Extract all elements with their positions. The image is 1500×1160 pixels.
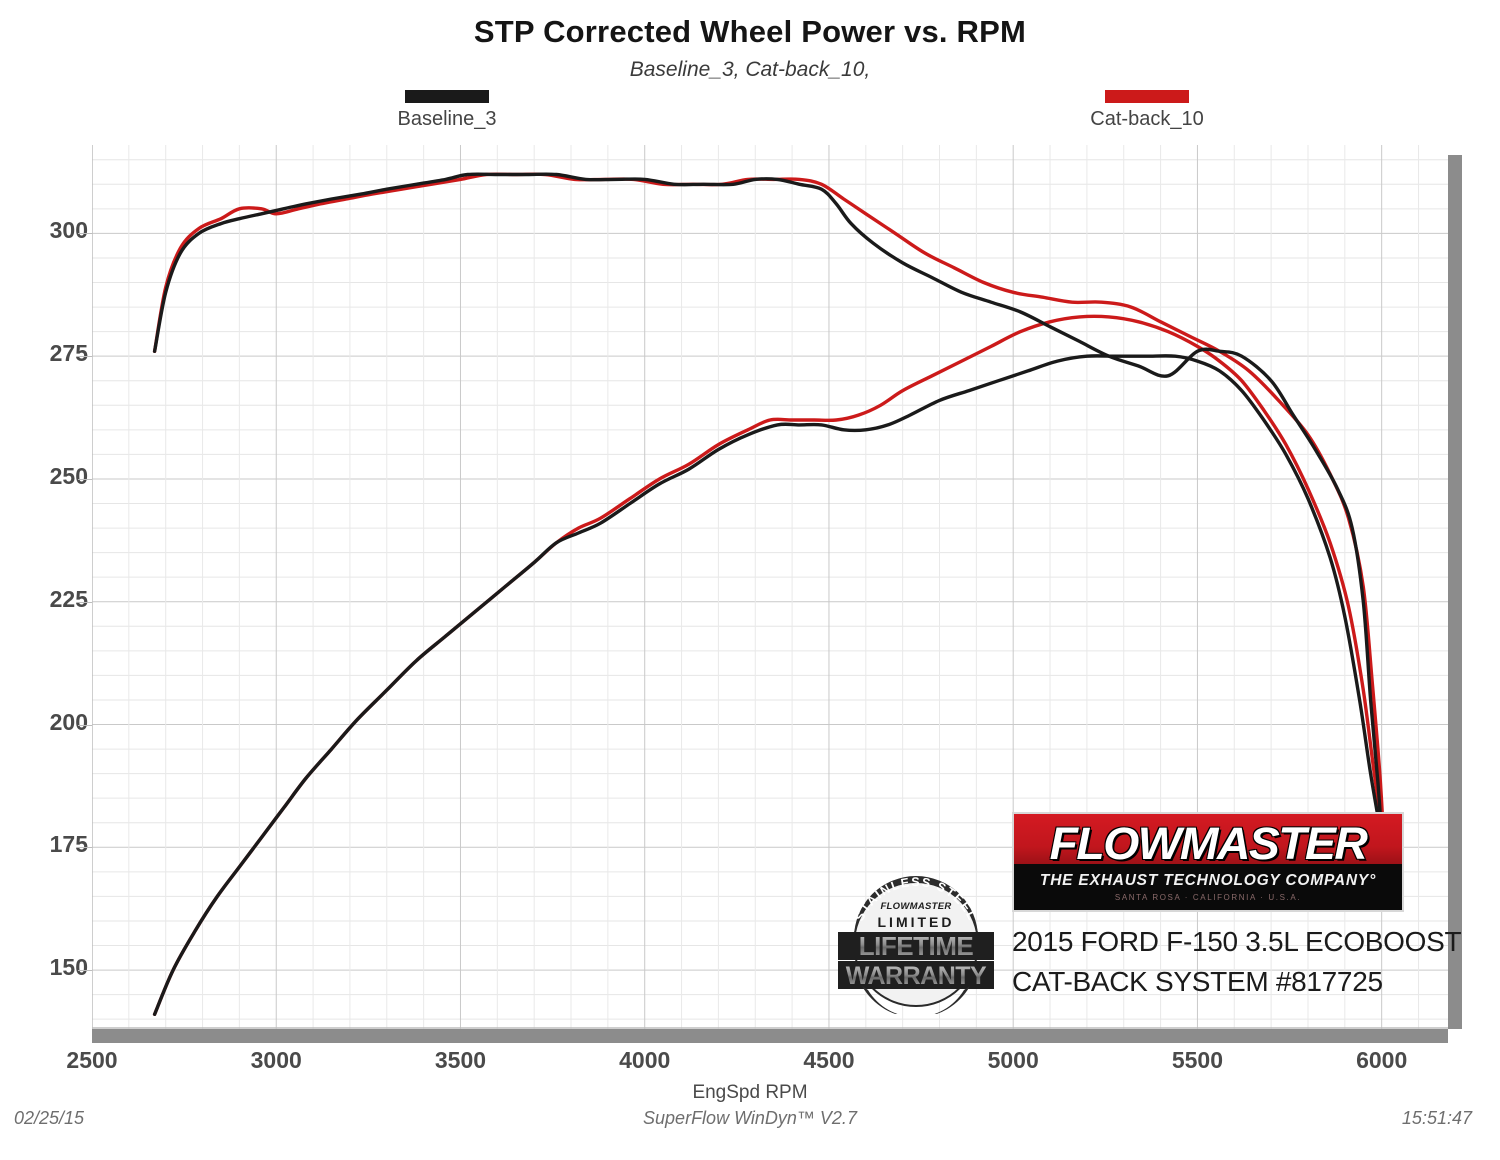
vehicle-description: 2015 FORD F-150 3.5L ECOBOOST	[1012, 926, 1462, 957]
y-axis-tick-200: 200	[49, 708, 88, 735]
x-axis-tick-2500: 2500	[66, 1047, 118, 1073]
y-axis-tick-250: 250	[49, 462, 88, 489]
x-axis-label: EngSpd RPM	[692, 1082, 808, 1103]
right-scrollbar[interactable]	[1448, 155, 1462, 1029]
legend-item-baseline[interactable]: Baseline_3	[352, 90, 542, 131]
flowmaster-logo: FLOWMASTER THE EXHAUST TECHNOLOGY COMPAN…	[1012, 812, 1404, 912]
x-axis-tick-4000: 4000	[619, 1047, 671, 1073]
flowmaster-city: SANTA ROSA · CALIFORNIA · U.S.A.	[1114, 893, 1302, 902]
legend-label-baseline: Baseline_3	[397, 108, 497, 130]
y-axis-tick-mark	[78, 601, 92, 603]
warranty-badge-icon: STAINLESS STEEL FLOWMASTER LIMITED LIFET…	[838, 875, 994, 1018]
curves-layer	[152, 172, 1386, 1016]
footer-time: 15:51:47	[1401, 1108, 1472, 1128]
bottom-scrollbar[interactable]	[92, 1029, 1448, 1043]
legend-swatch-baseline	[405, 90, 489, 103]
flowmaster-wordmark: FLOWMASTER	[1049, 818, 1368, 869]
legend-swatch-catback	[1105, 90, 1189, 103]
y-axis-tick-mark	[78, 356, 92, 358]
y-axis-tick-mark	[78, 233, 92, 235]
footer-date: 02/25/15	[14, 1108, 85, 1128]
y-axis-tick-mark	[78, 847, 92, 849]
y-axis-tick-150: 150	[49, 954, 88, 981]
x-axis-tick-4500: 4500	[803, 1047, 855, 1073]
y-axis-tick-mark	[78, 724, 92, 726]
flowmaster-branding-block: FLOWMASTER THE EXHAUST TECHNOLOGY COMPAN…	[1012, 812, 1462, 998]
y-axis-tick-300: 300	[49, 217, 88, 244]
chart-title: STP Corrected Wheel Power vs. RPM	[473, 14, 1027, 49]
y-axis-tick-225: 225	[49, 585, 88, 612]
chart-subtitle: Baseline_3, Cat-back_10,	[629, 58, 871, 81]
svg-text:LIMITED: LIMITED	[878, 914, 955, 930]
x-axis-tick-5000: 5000	[987, 1047, 1039, 1073]
footer-software: SuperFlow WinDyn™ V2.7	[643, 1108, 857, 1128]
y-axis-tick-175: 175	[49, 831, 88, 858]
flowmaster-tagline: THE EXHAUST TECHNOLOGY COMPANY°	[1039, 872, 1377, 889]
legend-item-catback[interactable]: Cat-back_10	[1052, 90, 1242, 131]
y-axis-tick-mark	[78, 970, 92, 972]
svg-text:FLOWMASTER: FLOWMASTER	[880, 901, 951, 912]
x-axis-tick-3500: 3500	[434, 1047, 487, 1073]
svg-text:LIFETIME: LIFETIME	[859, 931, 974, 961]
y-axis-tick-275: 275	[49, 340, 88, 367]
lifetime-warranty-badge: STAINLESS STEEL FLOWMASTER LIMITED LIFET…	[836, 862, 996, 1018]
plot-wrapper	[92, 145, 1448, 1029]
grid-lines	[92, 145, 1448, 1029]
plot-area	[92, 145, 1448, 1029]
series-line	[152, 354, 1384, 1016]
x-axis-tick-3000: 3000	[250, 1047, 302, 1073]
logo-black-band	[1014, 863, 1402, 910]
series-line	[152, 172, 1384, 840]
legend-label-catback: Cat-back_10	[1090, 108, 1204, 130]
svg-text:WARRANTY: WARRANTY	[846, 962, 987, 990]
y-axis-tick-mark	[78, 478, 92, 480]
x-axis-tick-5500: 5500	[1171, 1047, 1223, 1073]
logo-red-band	[1014, 814, 1402, 864]
product-part-number: CAT-BACK SYSTEM #817725	[1012, 966, 1383, 997]
x-axis-tick-6000: 6000	[1356, 1047, 1408, 1073]
